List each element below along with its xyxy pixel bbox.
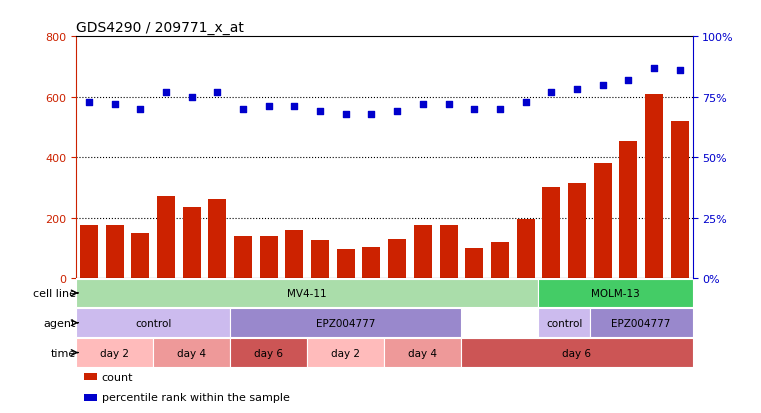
Bar [76, 279, 538, 308]
Bar [619, 141, 637, 278]
Bar [230, 309, 461, 337]
Bar [285, 230, 304, 278]
Bar [337, 250, 355, 278]
Bar [590, 309, 693, 337]
Point [442, 102, 454, 108]
Bar [568, 183, 586, 278]
Point [391, 109, 403, 115]
Point [520, 99, 532, 106]
Text: time: time [51, 348, 76, 358]
Bar [183, 207, 201, 278]
Point [212, 89, 224, 96]
Bar [543, 188, 560, 278]
Bar [388, 239, 406, 278]
Text: day 2: day 2 [331, 348, 360, 358]
Bar [80, 225, 98, 278]
Text: EPZ004777: EPZ004777 [611, 318, 671, 328]
Bar [153, 338, 230, 367]
Point [263, 104, 275, 110]
Text: GDS4290 / 209771_x_at: GDS4290 / 209771_x_at [76, 21, 244, 35]
Text: MOLM-13: MOLM-13 [591, 288, 640, 298]
Bar [362, 247, 380, 278]
Bar [76, 309, 230, 337]
Bar [491, 243, 509, 278]
Text: day 4: day 4 [409, 348, 438, 358]
Bar [132, 234, 149, 278]
Bar [465, 248, 483, 278]
Bar [670, 121, 689, 278]
Bar [538, 309, 590, 337]
Point [597, 82, 609, 89]
Bar [311, 241, 329, 278]
Bar [230, 338, 307, 367]
Point [186, 94, 198, 101]
Text: control: control [135, 318, 171, 328]
Text: control: control [546, 318, 582, 328]
Point [417, 102, 429, 108]
Bar [414, 225, 431, 278]
Point [237, 106, 249, 113]
Text: agent: agent [43, 318, 76, 328]
Text: day 4: day 4 [177, 348, 206, 358]
Point [673, 68, 686, 74]
Point [160, 89, 172, 96]
Bar [307, 338, 384, 367]
Bar [517, 220, 534, 278]
Text: day 6: day 6 [562, 348, 591, 358]
Text: EPZ004777: EPZ004777 [316, 318, 375, 328]
Text: day 2: day 2 [100, 348, 129, 358]
Point [288, 104, 301, 110]
Point [648, 65, 660, 72]
Point [571, 87, 583, 93]
Bar [260, 236, 278, 278]
Point [622, 77, 635, 84]
Bar [234, 236, 252, 278]
Bar [157, 197, 175, 278]
Bar [84, 394, 97, 401]
Point [83, 99, 95, 106]
Bar [84, 373, 97, 380]
Bar [209, 199, 226, 278]
Text: MV4-11: MV4-11 [288, 288, 327, 298]
Point [339, 111, 352, 118]
Bar [594, 164, 612, 278]
Text: count: count [102, 372, 133, 382]
Point [365, 111, 377, 118]
Point [545, 89, 557, 96]
Bar [384, 338, 461, 367]
Point [494, 106, 506, 113]
Bar [106, 225, 123, 278]
Text: day 6: day 6 [254, 348, 283, 358]
Point [314, 109, 326, 115]
Bar [440, 225, 457, 278]
Text: cell line: cell line [33, 288, 76, 298]
Bar [461, 338, 693, 367]
Point [134, 106, 146, 113]
Bar [76, 338, 153, 367]
Text: percentile rank within the sample: percentile rank within the sample [102, 392, 290, 402]
Point [109, 102, 121, 108]
Bar [645, 95, 663, 278]
Bar [538, 279, 693, 308]
Point [468, 106, 480, 113]
